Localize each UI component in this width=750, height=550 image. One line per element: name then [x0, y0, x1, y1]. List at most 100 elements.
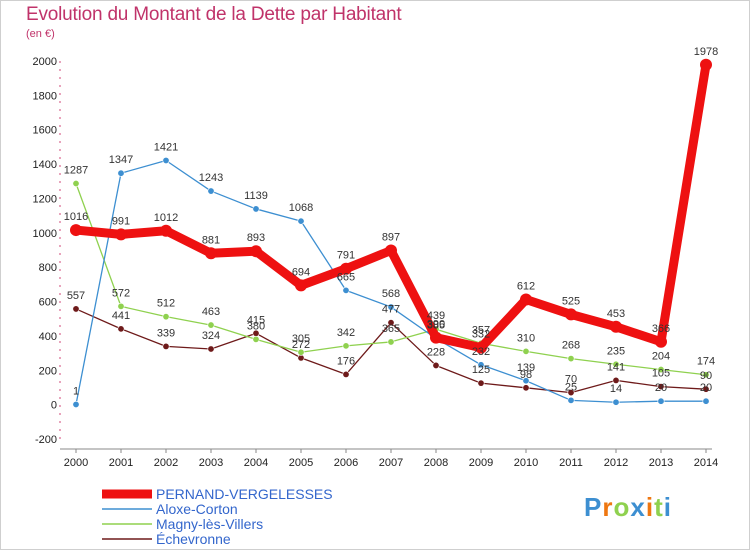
- y-tick-label: 1000: [33, 228, 57, 240]
- x-tick-label: 2007: [379, 457, 403, 469]
- data-point: [252, 205, 260, 213]
- axes: -200 0 200 400 600 800 1000 1200 1400 1600 1800 200…: [33, 56, 719, 469]
- data-point: [72, 400, 80, 408]
- data-label: 342: [337, 327, 355, 339]
- legend-label: Magny-lès-Villers: [156, 516, 263, 532]
- x-tick-label: 2006: [334, 457, 358, 469]
- data-point: [522, 377, 530, 385]
- x-tick-label: 2001: [109, 457, 133, 469]
- y-tick-label: 400: [39, 331, 57, 343]
- data-label: 339: [157, 327, 175, 339]
- y-tick-label: -200: [35, 434, 57, 446]
- data-label: 385: [427, 319, 445, 331]
- data-point: [522, 384, 530, 392]
- data-label: 176: [337, 355, 355, 367]
- data-label: 897: [382, 232, 400, 244]
- y-tick-label: 1800: [33, 90, 57, 102]
- data-point: [567, 355, 575, 363]
- x-tick-label: 2002: [154, 457, 178, 469]
- data-label: 305: [292, 333, 310, 345]
- data-label: 612: [517, 280, 535, 292]
- data-point: [612, 398, 620, 406]
- data-point: [340, 262, 352, 275]
- legend-label: Échevronne: [156, 531, 231, 547]
- x-tick-label: 2011: [559, 457, 583, 469]
- data-point: [207, 321, 215, 329]
- data-point: [297, 217, 305, 225]
- data-point: [612, 376, 620, 384]
- data-point: [342, 286, 350, 294]
- data-label: 20: [655, 382, 667, 394]
- data-point: [655, 335, 667, 348]
- y-tick-label: 1400: [33, 159, 57, 171]
- y-tick-label: 2000: [33, 56, 57, 68]
- data-point: [475, 341, 487, 354]
- data-point: [702, 397, 710, 405]
- data-point: [295, 279, 307, 292]
- data-label: 139: [517, 362, 535, 374]
- data-point: [432, 361, 440, 369]
- data-label: 357: [472, 324, 490, 336]
- data-label: 1068: [289, 202, 313, 214]
- data-point: [702, 371, 710, 379]
- data-label: 1421: [154, 141, 178, 153]
- data-point: [387, 319, 395, 327]
- data-point: [387, 338, 395, 346]
- data-point: [72, 180, 80, 188]
- data-point: [162, 156, 170, 164]
- data-point: [342, 370, 350, 378]
- data-point: [385, 244, 397, 257]
- x-tick-label: 2010: [514, 457, 538, 469]
- data-point: [205, 247, 217, 260]
- data-point: [657, 383, 665, 391]
- data-point: [567, 389, 575, 397]
- data-label: 439: [427, 310, 445, 322]
- data-label: 365: [382, 323, 400, 335]
- data-label: 332: [472, 329, 490, 341]
- x-tick-label: 2009: [469, 457, 493, 469]
- data-label: 1287: [64, 165, 88, 177]
- data-label: 366: [652, 323, 670, 335]
- data-label: 1347: [109, 154, 133, 166]
- data-label: 141: [607, 361, 625, 373]
- data-label: 572: [112, 287, 130, 299]
- data-label: 272: [292, 339, 310, 351]
- data-label: 1012: [154, 212, 178, 224]
- data-label: 310: [517, 332, 535, 344]
- data-point: [342, 342, 350, 350]
- data-point: [162, 342, 170, 350]
- data-point: [477, 361, 485, 369]
- data-point: [430, 331, 442, 344]
- data-label: 90: [700, 370, 712, 382]
- data-label: 512: [157, 298, 175, 310]
- data-label: 525: [562, 295, 580, 307]
- data-label: 557: [67, 290, 85, 302]
- legend: PERNAND-VERGELESSESAloxe-CortonMagny-lès…: [102, 486, 333, 547]
- data-label: 98: [520, 369, 532, 381]
- data-label: 268: [562, 340, 580, 352]
- data-label: 1243: [199, 172, 223, 184]
- data-point: [117, 169, 125, 177]
- data-label: 665: [337, 271, 355, 283]
- data-label: 568: [382, 288, 400, 300]
- y-tick-label: 600: [39, 297, 57, 309]
- data-point: [522, 347, 530, 355]
- data-label: 991: [112, 215, 130, 227]
- y-tick-label: 800: [39, 262, 57, 274]
- chart-title: Evolution du Montant de la Dette par Hab…: [26, 4, 402, 25]
- data-point: [160, 224, 172, 237]
- data-point: [702, 385, 710, 393]
- x-tick-label: 2013: [649, 457, 673, 469]
- x-tick-label: 2012: [604, 457, 628, 469]
- data-point: [612, 360, 620, 368]
- y-tick-label: 1200: [33, 193, 57, 205]
- data-label: 881: [202, 234, 220, 246]
- x-tick-label: 2004: [244, 457, 268, 469]
- data-label: 20: [700, 382, 712, 394]
- data-label: 125: [472, 364, 490, 376]
- data-point: [520, 293, 532, 306]
- data-point: [70, 224, 82, 237]
- data-point: [657, 366, 665, 374]
- data-point: [252, 335, 260, 343]
- data-label: 105: [652, 368, 670, 380]
